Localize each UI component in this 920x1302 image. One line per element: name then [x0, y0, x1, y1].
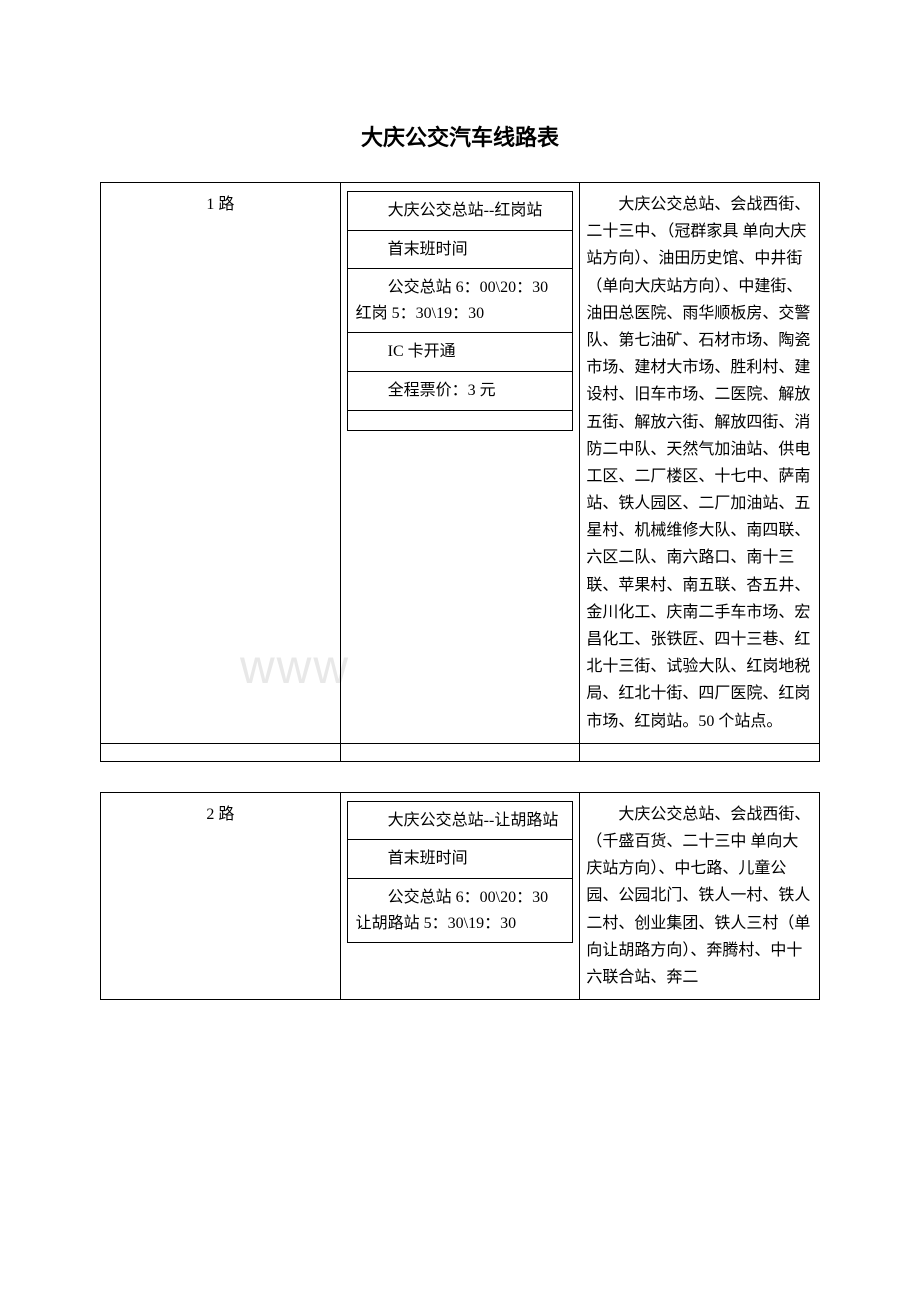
table-row: 2 路 大庆公交总站--让胡路站 首末班时间 公交总站 6：00\20：30 让… [101, 792, 820, 999]
route-info-cell: 大庆公交总站--让胡路站 首末班时间 公交总站 6：00\20：30 让胡路站 … [340, 792, 580, 999]
info-text: 公交总站 6：00\20：30 让胡路站 5：30\19：30 [356, 885, 565, 936]
inner-info-table: 大庆公交总站--让胡路站 首末班时间 公交总站 6：00\20：30 让胡路站 … [347, 801, 574, 943]
route-info-cell: 大庆公交总站--红岗站 首末班时间 公交总站 6：00\20：30 红岗 5：3… [340, 183, 580, 744]
info-endpoints: 大庆公交总站--让胡路站 [347, 801, 573, 840]
info-endpoints: 大庆公交总站--红岗站 [347, 192, 573, 231]
empty-cell [101, 743, 341, 761]
inner-info-table: 大庆公交总站--红岗站 首末班时间 公交总站 6：00\20：30 红岗 5：3… [347, 191, 574, 431]
info-schedule-times: 公交总站 6：00\20：30 红岗 5：30\19：30 [347, 269, 573, 333]
empty-cell [340, 743, 580, 761]
info-empty [347, 410, 573, 430]
route-table-2: 2 路 大庆公交总站--让胡路站 首末班时间 公交总站 6：00\20：30 让… [100, 792, 820, 1000]
info-text: 公交总站 6：00\20：30 红岗 5：30\19：30 [356, 275, 565, 326]
page-title: 大庆公交汽车线路表 [100, 120, 820, 152]
info-text: 全程票价：3 元 [356, 378, 565, 404]
info-text: IC 卡开通 [356, 339, 565, 365]
info-schedule-label: 首末班时间 [347, 230, 573, 269]
stops-text: 大庆公交总站、会战西街、（千盛百货、二十三中 单向大庆站方向）、中七路、儿童公园… [586, 801, 813, 991]
route-table-1: 1 路 大庆公交总站--红岗站 首末班时间 公交总站 6：00\20：30 红岗… [100, 182, 820, 762]
info-text: 首末班时间 [356, 237, 565, 263]
empty-cell [580, 743, 820, 761]
info-text: 首末班时间 [356, 846, 565, 872]
route-stops-cell: 大庆公交总站、会战西街、（千盛百货、二十三中 单向大庆站方向）、中七路、儿童公园… [580, 792, 820, 999]
info-text: 大庆公交总站--红岗站 [356, 198, 565, 224]
route-name-cell: 2 路 [101, 792, 341, 999]
route-name-cell: 1 路 [101, 183, 341, 744]
table-row-empty [101, 743, 820, 761]
route-stops-cell: 大庆公交总站、会战西街、二十三中、（冠群家具 单向大庆站方向）、油田历史馆、中井… [580, 183, 820, 744]
table-row: 1 路 大庆公交总站--红岗站 首末班时间 公交总站 6：00\20：30 红岗… [101, 183, 820, 744]
info-schedule-label: 首末班时间 [347, 840, 573, 879]
info-fare: 全程票价：3 元 [347, 371, 573, 410]
info-ic-card: IC 卡开通 [347, 333, 573, 372]
info-schedule-times: 公交总站 6：00\20：30 让胡路站 5：30\19：30 [347, 878, 573, 942]
stops-text: 大庆公交总站、会战西街、二十三中、（冠群家具 单向大庆站方向）、油田历史馆、中井… [586, 191, 813, 735]
info-text: 大庆公交总站--让胡路站 [356, 808, 565, 834]
